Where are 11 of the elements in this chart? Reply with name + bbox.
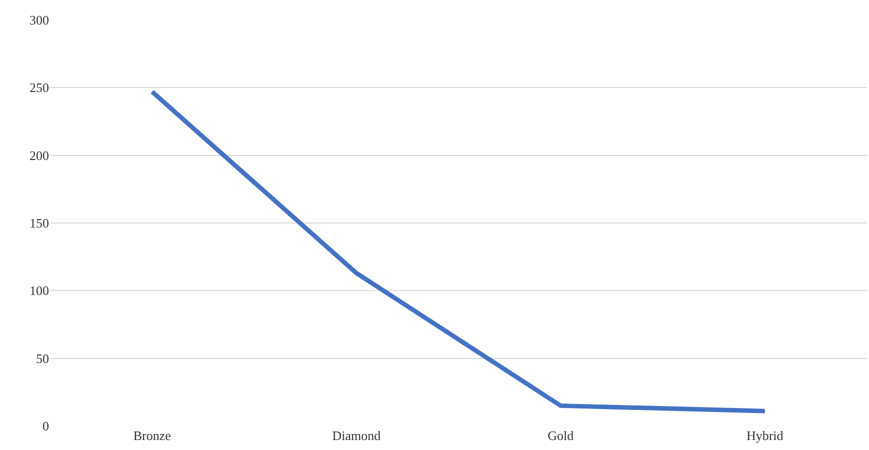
x-tick-label: Hybrid [746,428,784,443]
y-tick-label: 0 [42,418,49,434]
y-tick-label: 50 [36,350,49,366]
y-tick-label: 300 [30,12,49,28]
x-tick-label: Bronze [133,428,172,443]
x-tick-label: Diamond [332,428,382,443]
y-tick-label: 100 [30,283,49,298]
y-tick-label: 250 [30,80,49,96]
y-tick-label: 200 [30,148,49,163]
x-tick-label: Gold [548,428,574,443]
y-tick-label: 150 [30,216,49,231]
